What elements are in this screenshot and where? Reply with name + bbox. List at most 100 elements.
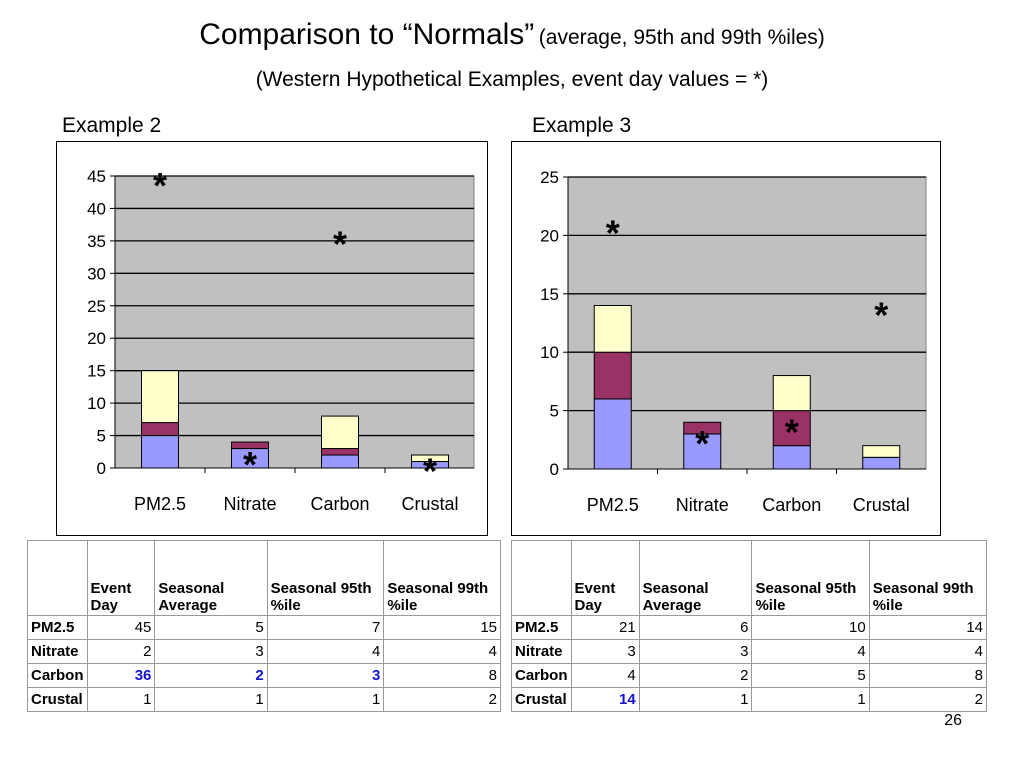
y-tick-label: 40 [87,199,106,218]
table-cell: 2 [638,663,753,688]
y-tick-label: 20 [540,226,559,245]
table-cell: 36 [86,663,156,688]
table-cell: 1 [154,687,268,712]
x-tick-label: Nitrate [676,495,729,515]
example-2-table: Event Day Seasonal Average Seasonal 95th %… [27,540,501,712]
table-cell: 4 [266,639,385,664]
title-note: (average, 95th and 99th %iles) [538,26,825,49]
y-tick-label: 0 [550,460,559,479]
table-cell: 15 [383,615,501,640]
example-3-table: Event Day Seasonal Average Seasonal 95th %… [511,540,988,712]
table-cell: 3 [638,639,753,664]
bar-segment [141,370,179,424]
table-cell: 4 [383,639,501,664]
bar-segment [321,448,359,456]
table-cell: 1 [266,687,385,712]
y-tick-label: 5 [550,402,559,421]
column-header: Seasonal 99th %ile [868,540,988,616]
table-header-row: Event Day Seasonal Average Seasonal 95th %… [511,540,988,616]
row-label: PM2.5 [27,615,88,640]
example-2-chart-frame: 0 5 10 15 20 25 30 35 40 45 PM2.5 * Nitrate * Carbon * C… [56,141,488,536]
row-label: PM2.5 [511,615,572,640]
table-cell: 4 [751,639,870,664]
bar-segment [862,456,901,470]
event-day-marker: * [695,423,709,464]
bar-segment [593,398,632,470]
y-tick-label: 30 [87,264,106,283]
y-tick-label: 0 [97,459,106,478]
bar-segment [593,304,632,353]
table-cell: 8 [868,663,988,688]
event-day-marker: * [874,294,888,335]
row-label: Crustal [27,687,88,712]
title-main: Comparison to “Normals” [199,18,535,51]
x-tick-label: Nitrate [223,494,276,514]
example-2-label: Example 2 [62,114,162,137]
table-cell: 10 [751,615,870,640]
bar-segment [141,435,179,469]
y-tick-label: 25 [87,297,106,316]
x-tick-label: Crustal [853,495,910,515]
y-tick-label: 10 [540,343,559,362]
table-cell: 45 [86,615,156,640]
bar-segment [411,454,449,463]
bar-segment [593,351,632,400]
row-label: Carbon [27,663,88,688]
event-day-marker: * [153,165,167,206]
table-cell: 2 [868,687,988,712]
y-tick-label: 20 [87,329,106,348]
table-cell: 3 [570,639,640,664]
table-cell: 6 [638,615,753,640]
x-tick-label: PM2.5 [587,495,639,515]
column-header: Seasonal 95th %ile [266,540,385,616]
example-3-label: Example 3 [532,114,632,137]
y-tick-label: 15 [87,362,106,381]
bar-segment [772,410,811,447]
example-2-chart: 051015202530354045PM2.5*Nitrate*Carbon*C… [87,165,475,514]
slide-title: Comparison to “Normals” (average, 95th a… [0,18,1024,52]
y-tick-label: 10 [87,394,106,413]
column-header: Seasonal 95th %ile [751,540,870,616]
example-3-chart: 0 5 10 15 20 25 PM2.5 * Nitrate * Carbon * Crustal * [540,168,927,515]
header-corner [27,540,88,616]
event-day-marker: * [243,444,257,485]
column-header: Seasonal Average [638,540,753,616]
table-cell: 5 [751,663,870,688]
table-cell: 4 [868,639,988,664]
table-cell: 2 [383,687,501,712]
y-tick-label: 25 [540,168,559,187]
bar-segment [321,454,359,469]
x-tick-label: Carbon [762,495,821,515]
event-day-marker: * [423,451,437,492]
table-row: Carbon 36 2 3 8 [27,663,501,688]
slide-subtitle: (Western Hypothetical Examples, event da… [255,68,769,91]
table-row: Crustal 1 1 1 2 [27,687,501,712]
x-tick-label: PM2.5 [134,494,186,514]
table-cell: 7 [266,615,385,640]
y-tick-label: 15 [540,285,559,304]
table-header-row: Event Day Seasonal Average Seasonal 95th %… [27,540,501,616]
table-cell: 3 [266,663,385,688]
table-cell: 2 [154,663,268,688]
table-row: Carbon 4 2 5 8 [511,663,988,688]
bar-segment [683,421,722,435]
row-label: Carbon [511,663,572,688]
row-label: Crustal [511,687,572,712]
event-day-marker: * [333,223,347,264]
bar-segment [862,445,901,458]
bar-segment [141,422,179,437]
table-cell: 14 [868,615,988,640]
x-tick-label: Crustal [401,494,458,514]
table-row: Nitrate 2 3 4 4 [27,639,501,664]
table-cell: 8 [383,663,501,688]
header-corner [511,540,572,616]
bar-segment [772,375,811,412]
table-cell: 4 [570,663,640,688]
table-cell: 5 [154,615,268,640]
table-cell: 2 [86,639,156,664]
y-tick-label: 5 [97,427,106,446]
row-label: Nitrate [511,639,572,664]
table-row: Crustal 14 1 1 2 [511,687,988,712]
table-row: PM2.5 21 6 10 14 [511,615,988,640]
table-cell: 21 [570,615,640,640]
